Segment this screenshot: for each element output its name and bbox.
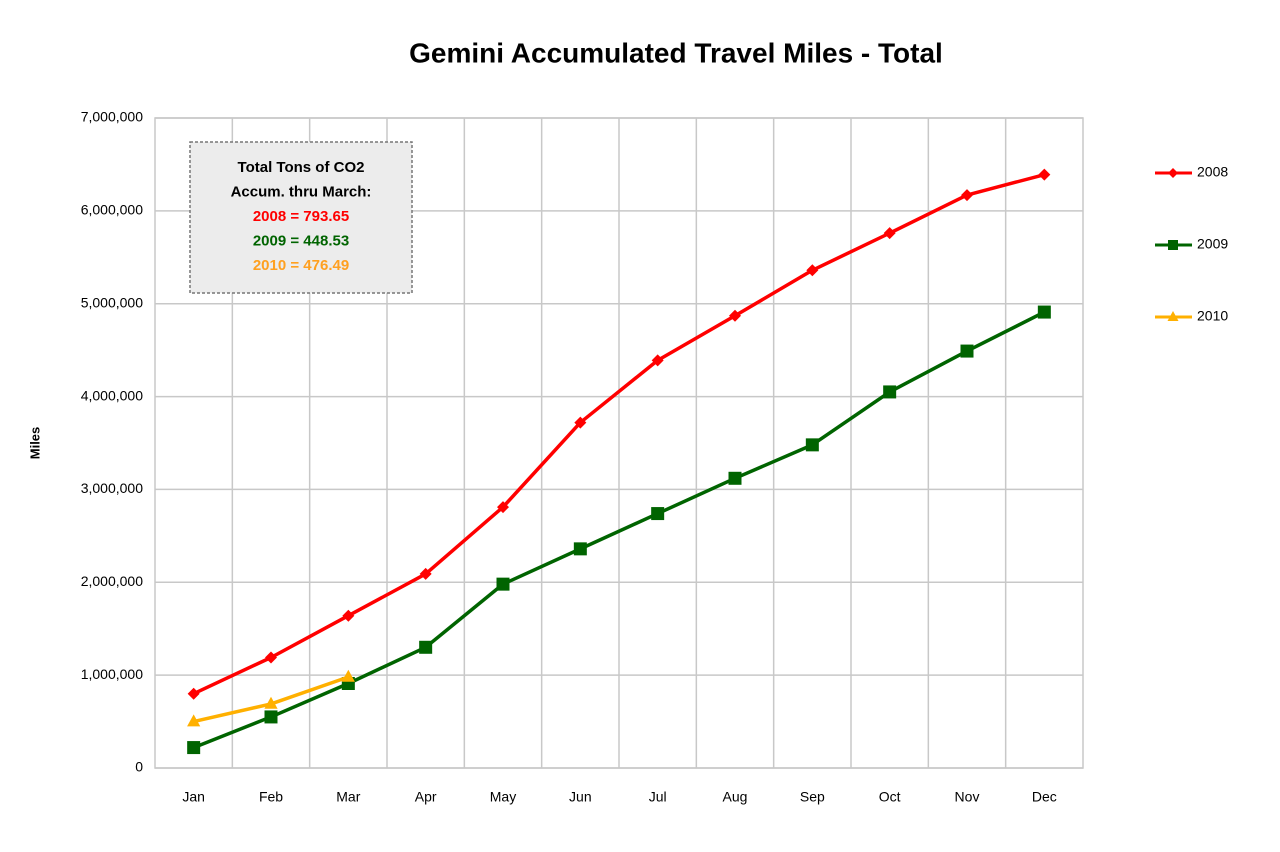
marker xyxy=(805,438,819,452)
marker xyxy=(264,710,278,724)
x-tick-label: Dec xyxy=(1032,789,1057,805)
x-tick-label: Mar xyxy=(336,789,360,805)
annotation-line: 2009 = 448.53 xyxy=(253,232,349,249)
series-line xyxy=(193,310,1046,750)
x-tick-label: Aug xyxy=(723,789,748,805)
annotation-box xyxy=(189,141,413,294)
marker xyxy=(342,609,355,622)
marker xyxy=(1038,168,1051,181)
y-tick-label: 0 xyxy=(135,759,143,775)
legend-label: 2009 xyxy=(1197,236,1228,252)
annotation-line: Accum. thru March: xyxy=(231,183,372,200)
marker xyxy=(419,567,432,580)
y-tick-label: 3,000,000 xyxy=(81,480,143,496)
x-tick-label: May xyxy=(490,789,516,805)
marker xyxy=(1037,305,1051,319)
x-tick-label: Jul xyxy=(649,789,667,805)
x-tick-label: Jan xyxy=(182,789,205,805)
marker xyxy=(264,696,278,709)
x-tick-label: Sep xyxy=(800,789,825,805)
x-tick-label: Jun xyxy=(569,789,592,805)
annotation-line: Total Tons of CO2 xyxy=(238,159,365,176)
y-tick-label: 2,000,000 xyxy=(81,573,143,589)
marker xyxy=(961,189,973,202)
marker xyxy=(883,385,897,399)
annotation-line: 2008 = 793.65 xyxy=(253,208,349,225)
legend-label: 2010 xyxy=(1197,308,1228,324)
annotation-line: 2010 = 476.49 xyxy=(253,257,349,274)
marker xyxy=(187,687,200,700)
y-tick-label: 4,000,000 xyxy=(81,387,143,403)
marker xyxy=(1168,168,1178,178)
legend-label: 2008 xyxy=(1197,164,1228,180)
y-tick-label: 5,000,000 xyxy=(81,294,143,310)
marker xyxy=(419,640,433,654)
marker xyxy=(883,227,896,240)
marker xyxy=(497,501,509,514)
marker xyxy=(1167,311,1179,321)
marker xyxy=(1168,240,1178,250)
y-tick-label: 1,000,000 xyxy=(81,666,143,682)
x-tick-label: Oct xyxy=(879,789,901,805)
marker xyxy=(187,714,201,727)
marker xyxy=(651,507,665,521)
marker xyxy=(341,669,355,682)
x-tick-label: Nov xyxy=(955,789,980,805)
marker xyxy=(265,651,277,664)
y-tick-label: 6,000,000 xyxy=(81,202,143,218)
marker xyxy=(960,344,974,358)
y-axis-label: Miles xyxy=(27,427,42,460)
x-tick-label: Feb xyxy=(259,789,283,805)
chart-title: Gemini Accumulated Travel Miles - Total xyxy=(409,37,943,68)
marker xyxy=(729,309,741,322)
marker xyxy=(496,577,510,591)
y-tick-label: 7,000,000 xyxy=(81,109,143,125)
marker xyxy=(573,542,587,556)
marker xyxy=(574,416,587,429)
marker xyxy=(651,354,664,367)
marker xyxy=(806,264,819,277)
marker xyxy=(728,471,742,485)
marker xyxy=(187,741,201,755)
series-line xyxy=(192,172,1045,696)
x-tick-label: Apr xyxy=(415,789,437,805)
